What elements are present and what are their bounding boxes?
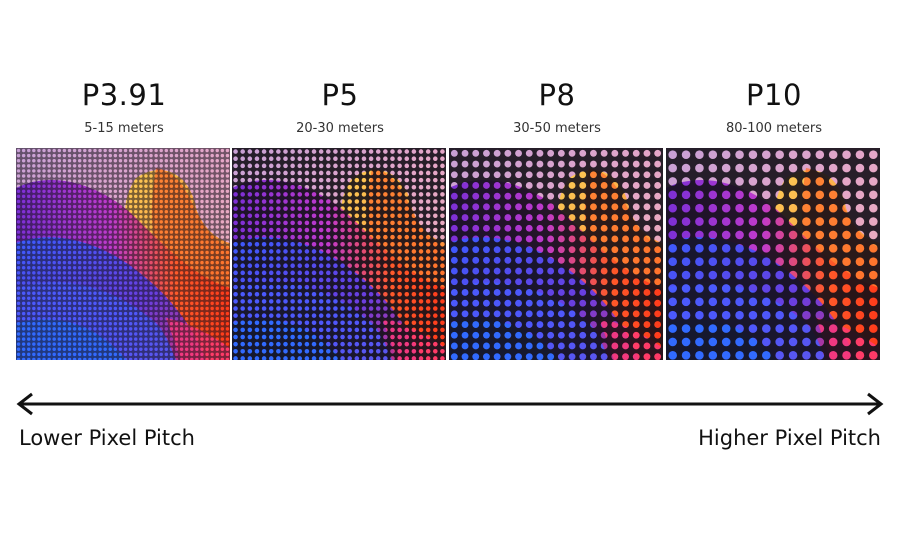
panel-title: P10 bbox=[746, 78, 802, 112]
led-panel-image-p10 bbox=[666, 148, 880, 360]
led-panel-image-p391 bbox=[16, 148, 230, 360]
panel-viewing-distance: 5-15 meters bbox=[84, 121, 164, 136]
led-dot-grid bbox=[449, 148, 663, 360]
led-dot-grid bbox=[16, 148, 230, 360]
axis-label-higher-pixel-pitch: Higher Pixel Pitch bbox=[698, 426, 881, 450]
panel-viewing-distance: 20-30 meters bbox=[296, 121, 384, 136]
axis-label-lower-pixel-pitch: Lower Pixel Pitch bbox=[19, 426, 195, 450]
panel-title: P3.91 bbox=[81, 78, 167, 112]
double-headed-arrow-icon bbox=[14, 392, 886, 416]
led-panel-image-p5 bbox=[232, 148, 446, 360]
panel-title: P5 bbox=[321, 78, 359, 112]
led-panel-image-p8 bbox=[449, 148, 663, 360]
panel-viewing-distance: 80-100 meters bbox=[725, 121, 823, 136]
led-dot-grid bbox=[666, 148, 880, 360]
led-dot-grid bbox=[232, 148, 446, 360]
panel-viewing-distance: 30-50 meters bbox=[513, 121, 601, 136]
panel-title: P8 bbox=[538, 78, 576, 112]
